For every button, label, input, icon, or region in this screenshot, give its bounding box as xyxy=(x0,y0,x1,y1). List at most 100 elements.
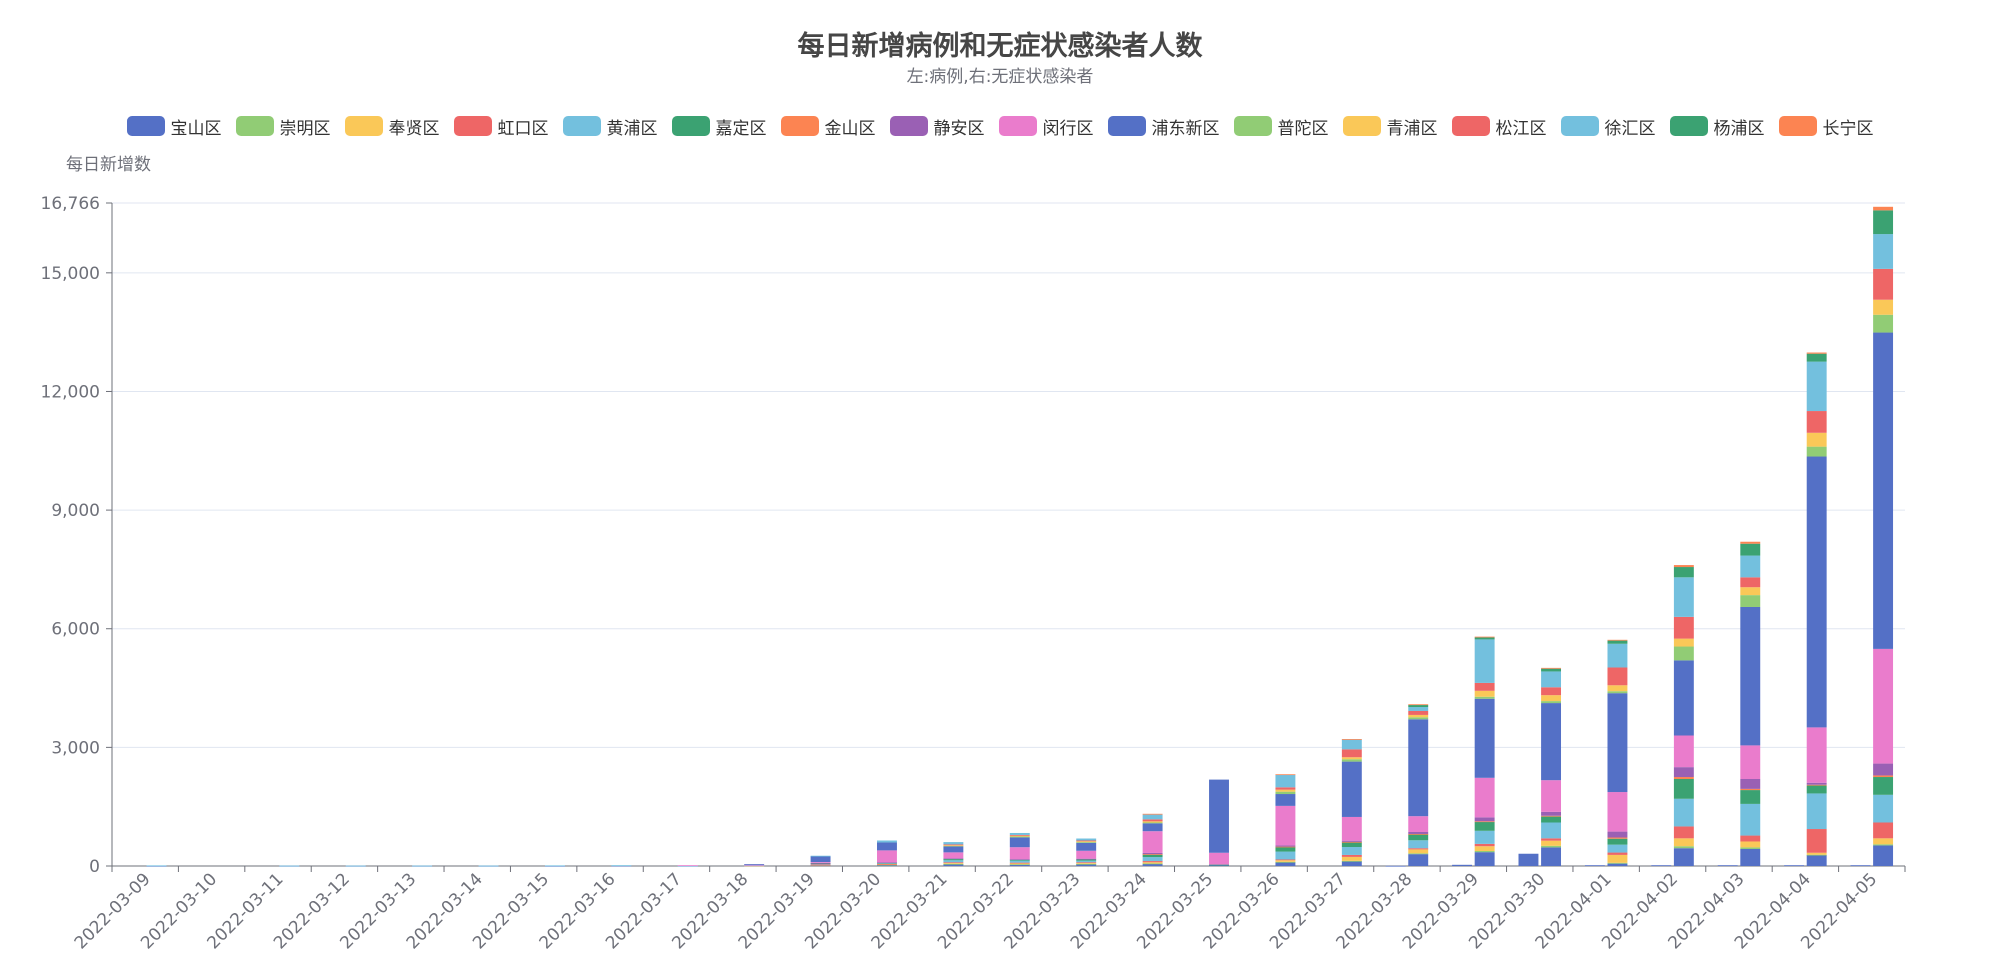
bar-segment xyxy=(1142,863,1163,865)
bar-segment xyxy=(810,864,831,866)
legend-label: 长宁区 xyxy=(1822,118,1874,139)
bar-segment xyxy=(1341,856,1362,861)
legend-label: 普陀区 xyxy=(1277,118,1329,139)
bar-segment xyxy=(943,859,964,861)
bar-segment xyxy=(877,842,897,851)
bar-segment xyxy=(1873,838,1894,845)
legend-label: 杨浦区 xyxy=(1713,118,1765,139)
bar-segment xyxy=(1408,849,1429,854)
legend-item[interactable]: 宝山区 xyxy=(126,114,222,139)
legend-swatch xyxy=(1342,116,1381,136)
bar-segment xyxy=(1076,841,1097,843)
legend-item[interactable]: 黄浦区 xyxy=(562,114,658,139)
legend-item[interactable]: 浦东新区 xyxy=(1107,114,1220,139)
bar-segment xyxy=(1076,850,1097,859)
legend-item[interactable]: 虹口区 xyxy=(453,114,549,139)
bar-segment xyxy=(1806,854,1827,856)
bar-segment xyxy=(1541,840,1562,846)
bar-segment xyxy=(1541,703,1562,781)
chart-subtitle: 左:病例,右:无症状感染者 xyxy=(906,67,1094,87)
legend-item[interactable]: 普陀区 xyxy=(1233,114,1329,139)
legend-item[interactable]: 徐汇区 xyxy=(1560,114,1656,139)
bar-segment xyxy=(1275,860,1296,862)
legend-swatch xyxy=(1669,116,1708,136)
bar-segment xyxy=(943,864,964,866)
legend-item[interactable]: 杨浦区 xyxy=(1669,114,1765,139)
bar-segment xyxy=(1142,861,1163,863)
bar-segment xyxy=(1541,811,1562,816)
legend-item[interactable]: 闵行区 xyxy=(998,114,1094,139)
bar-segment xyxy=(1673,777,1694,780)
y-tick-label: 6,000 xyxy=(51,620,100,640)
bar-segment xyxy=(412,865,433,867)
bar-segment xyxy=(1009,836,1030,838)
bar-segment xyxy=(1076,838,1097,841)
bar-segment xyxy=(146,865,167,867)
bar-segment xyxy=(1651,865,1672,867)
y-tick-label: 0 xyxy=(89,857,100,877)
bar-segment xyxy=(1673,846,1694,849)
bar-segment xyxy=(1850,865,1871,867)
legend-label: 浦东新区 xyxy=(1151,118,1220,139)
bar-segment xyxy=(1275,845,1296,847)
bar-segment xyxy=(1275,791,1296,795)
bar-segment xyxy=(1607,640,1628,644)
bar-segment xyxy=(1806,829,1827,853)
bar-segment xyxy=(1541,687,1562,696)
bar-segment xyxy=(943,846,964,853)
bar-segment xyxy=(1873,794,1894,823)
bar-segment xyxy=(1873,234,1894,269)
bar-segment xyxy=(1584,865,1605,867)
legend-swatch xyxy=(1451,116,1490,136)
y-tick-label: 3,000 xyxy=(51,738,100,758)
bar-segment xyxy=(1275,774,1296,776)
legend-item[interactable]: 奉贤区 xyxy=(344,114,440,139)
bar-segment xyxy=(1341,860,1362,862)
bar-segment xyxy=(1740,841,1761,848)
legend-swatch xyxy=(1778,116,1817,136)
bar-segment xyxy=(1673,616,1694,639)
bar-segment xyxy=(1673,577,1694,617)
bar-segment xyxy=(1806,353,1827,362)
bar-segment xyxy=(1607,862,1628,864)
bar-segment xyxy=(1541,845,1562,848)
legend-label: 闵行区 xyxy=(1042,118,1094,139)
legend-item[interactable]: 静安区 xyxy=(889,114,985,139)
bar-segment xyxy=(1873,206,1894,211)
legend-label: 徐汇区 xyxy=(1604,118,1656,139)
legend-label: 奉贤区 xyxy=(388,118,440,139)
bar-segment xyxy=(1275,859,1296,861)
legend-swatch xyxy=(1107,116,1146,136)
bar-segment xyxy=(877,864,897,866)
bar-segment xyxy=(1607,691,1628,694)
bar-segment xyxy=(1142,821,1163,823)
bar-segment xyxy=(1607,639,1628,641)
legend-item[interactable]: 青浦区 xyxy=(1342,114,1438,139)
bar-segment xyxy=(1607,854,1628,863)
bar-segment xyxy=(1740,587,1761,596)
bar-segment xyxy=(1474,846,1495,851)
bar-segment xyxy=(1541,822,1562,839)
bar-segment xyxy=(1341,841,1362,843)
bar-segment xyxy=(1009,834,1030,836)
bar-segment xyxy=(1142,822,1163,824)
bar-segment xyxy=(1873,314,1894,333)
legend-item[interactable]: 崇明区 xyxy=(235,114,331,139)
legend-item[interactable]: 嘉定区 xyxy=(671,114,767,139)
legend-swatch xyxy=(453,116,492,136)
bar-segment xyxy=(1341,757,1362,760)
bar-segment xyxy=(1607,685,1628,692)
bar-segment xyxy=(1408,834,1429,841)
legend-item[interactable]: 松江区 xyxy=(1451,114,1547,139)
bar-segment xyxy=(1607,852,1628,855)
bar-segment xyxy=(677,865,698,867)
bar-segment xyxy=(1209,779,1229,853)
bar-segment xyxy=(1142,863,1163,866)
bar-segment xyxy=(1009,832,1030,835)
legend-item[interactable]: 长宁区 xyxy=(1778,114,1874,139)
legend-item[interactable]: 金山区 xyxy=(780,114,876,139)
legend-label: 崇明区 xyxy=(279,118,331,139)
bar-segment xyxy=(943,862,964,864)
bar-segment xyxy=(1673,838,1694,847)
